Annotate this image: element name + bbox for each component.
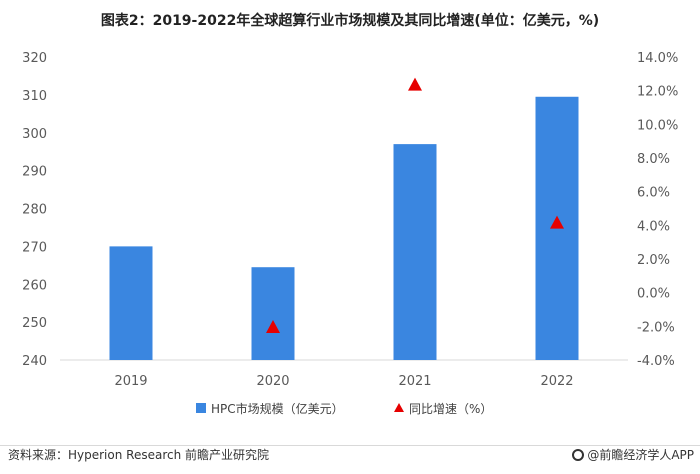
y-left-tick-label: 270	[22, 240, 47, 255]
y-right-tick-label: 10.0%	[637, 118, 678, 133]
y-right-tick-label: 12.0%	[637, 85, 678, 100]
y-right-tick-label: 6.0%	[637, 186, 670, 201]
chart-title: 图表2：2019-2022年全球超算行业市场规模及其同比增速(单位：亿美元，%)	[100, 13, 600, 29]
brand-credit: @前瞻经济学人APP	[572, 446, 694, 463]
growth-marker-2021	[408, 77, 422, 91]
y-left-tick-label: 310	[22, 89, 47, 104]
y-left-tick-label: 260	[22, 278, 47, 293]
bar-2020	[251, 267, 295, 360]
y-right-tick-label: 4.0%	[637, 219, 670, 234]
y-left-tick-label: 250	[22, 316, 47, 331]
y-right-tick-label: 14.0%	[637, 51, 678, 66]
legend: HPC市场规模（亿美元） 同比增速（%）	[196, 401, 492, 416]
bar-2021	[393, 144, 437, 360]
legend-growth-label: 同比增速（%）	[409, 402, 492, 416]
y-right-tick-label: -2.0%	[637, 320, 675, 335]
y-left-tick-label: 320	[22, 51, 47, 66]
y-right-tick-label: 0.0%	[637, 287, 670, 302]
x-tick-label: 2021	[398, 374, 431, 389]
y-left-tick-label: 300	[22, 127, 47, 142]
y-left-tick-label: 290	[22, 165, 47, 180]
legend-bar-label: HPC市场规模（亿美元）	[211, 401, 344, 416]
y-left-tick-label: 240	[22, 354, 47, 369]
y-right-tick-label: 2.0%	[637, 253, 670, 268]
y-right-tick-label: -4.0%	[637, 354, 675, 369]
legend-bar-swatch	[196, 403, 206, 413]
bar-2019	[109, 246, 153, 360]
y-left-tick-label: 280	[22, 203, 47, 218]
x-tick-label: 2019	[114, 374, 147, 389]
x-tick-label: 2020	[256, 374, 289, 389]
brand-logo-icon	[572, 449, 585, 461]
x-tick-label: 2022	[540, 374, 573, 389]
source-note: 资料来源：Hyperion Research 前瞻产业研究院	[8, 448, 270, 462]
growth-marker-2020	[266, 320, 280, 334]
y-right-tick-label: 8.0%	[637, 152, 670, 167]
source-divider	[0, 445, 700, 446]
brand-label: @前瞻经济学人APP	[587, 448, 694, 462]
legend-triangle-swatch	[394, 403, 404, 412]
growth-marker-2022	[550, 215, 564, 229]
